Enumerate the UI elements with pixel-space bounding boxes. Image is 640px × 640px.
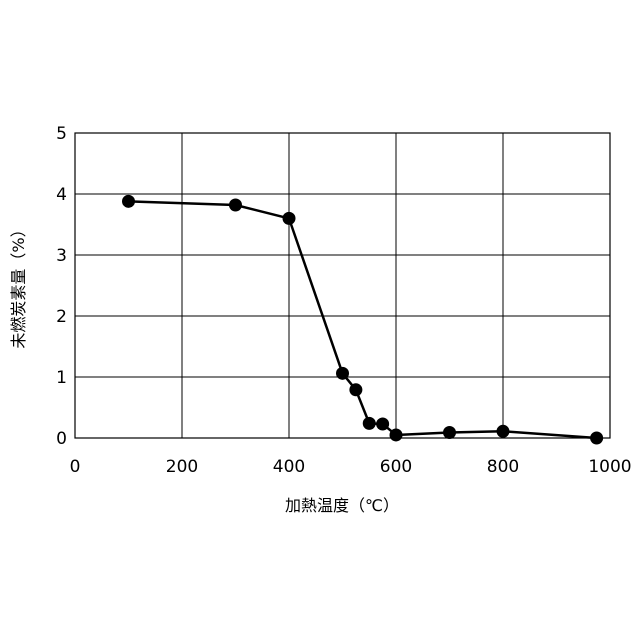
data-point	[283, 212, 296, 225]
data-point	[122, 195, 135, 208]
y-tick-label: 5	[56, 124, 67, 144]
x-tick-label: 0	[70, 457, 81, 477]
data-point	[336, 367, 349, 380]
x-tick-label: 800	[487, 457, 519, 477]
x-axis-title: 加熱温度（℃）	[285, 496, 399, 515]
y-tick-label: 2	[56, 307, 67, 327]
x-axis-ticks: 0 200 400 600 800 1000	[70, 457, 632, 477]
x-tick-label: 600	[380, 457, 412, 477]
data-point	[443, 426, 456, 439]
data-point	[590, 432, 603, 445]
y-axis-ticks: 0 1 2 3 4 5	[56, 124, 67, 449]
data-point	[349, 383, 362, 396]
y-tick-label: 0	[56, 429, 67, 449]
y-tick-label: 3	[56, 246, 67, 266]
plot-frame	[75, 133, 610, 438]
grid	[75, 133, 610, 438]
data-point	[497, 425, 510, 438]
data-point	[390, 428, 403, 441]
series	[122, 195, 603, 445]
data-point	[229, 198, 242, 211]
y-tick-label: 1	[56, 368, 67, 388]
x-tick-label: 400	[273, 457, 305, 477]
y-tick-label: 4	[56, 185, 67, 205]
data-point	[363, 417, 376, 430]
data-point	[376, 417, 389, 430]
y-axis-title: 未燃炭素量（%）	[9, 221, 28, 348]
series-line	[129, 201, 597, 438]
x-tick-label: 1000	[588, 457, 631, 477]
x-tick-label: 200	[166, 457, 198, 477]
